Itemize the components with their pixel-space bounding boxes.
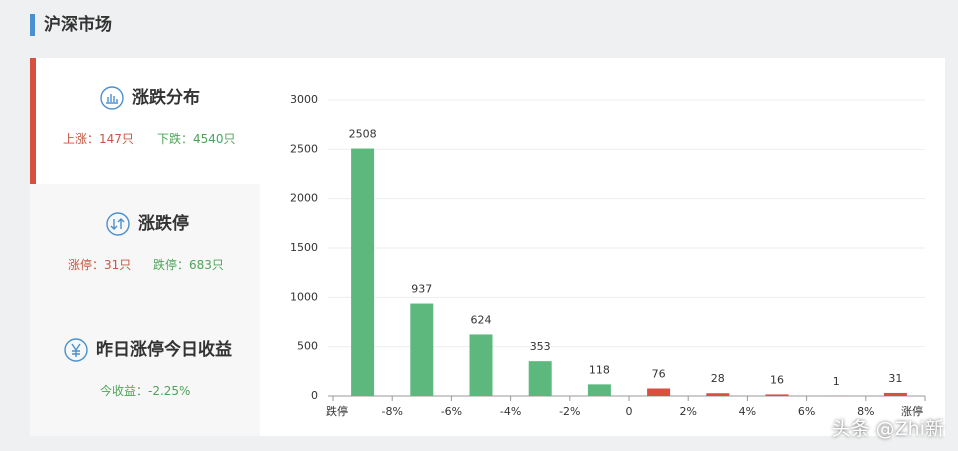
tab-stat: 跌停：683只 <box>153 258 224 272</box>
tab-title[interactable]: 涨跌停 <box>138 214 189 234</box>
x-tick-label: -4% <box>500 405 521 418</box>
bar <box>528 361 552 396</box>
bar <box>351 148 375 396</box>
icon-updown <box>106 212 130 236</box>
value-label: 353 <box>530 340 551 353</box>
tab-area <box>30 184 260 436</box>
tab-stat: 涨停：31只 <box>68 258 132 272</box>
x-tick-label: 涨停 <box>901 404 923 418</box>
value-label: 118 <box>589 363 610 376</box>
tab-title[interactable]: 昨日涨停今日收益 <box>96 340 232 360</box>
bar <box>587 384 611 396</box>
value-label: 1 <box>833 375 840 388</box>
watermark: 头条 @Zhi新 <box>831 418 944 440</box>
value-label: 31 <box>888 372 902 385</box>
value-label: 2508 <box>349 128 377 141</box>
y-tick-label: 3000 <box>290 93 318 106</box>
x-tick-label: 2% <box>679 405 696 418</box>
icon-yen <box>64 338 88 362</box>
bar <box>883 392 907 396</box>
y-tick-label: 1500 <box>290 241 318 254</box>
bar <box>706 393 730 396</box>
value-label: 28 <box>711 372 725 385</box>
y-tick-label: 500 <box>297 340 318 353</box>
x-tick-label: 6% <box>798 405 815 418</box>
value-label: 624 <box>471 313 492 326</box>
x-tick-label: 4% <box>739 405 756 418</box>
bar <box>469 334 493 396</box>
icon-chart <box>100 86 124 110</box>
y-tick-label: 2500 <box>290 142 318 155</box>
header-accent <box>30 14 35 36</box>
bar <box>647 388 671 396</box>
tab-title[interactable]: 涨跌分布 <box>132 88 200 108</box>
x-tick-label: -2% <box>559 405 580 418</box>
y-tick-label: 0 <box>311 389 318 402</box>
value-label: 76 <box>652 368 666 381</box>
bar <box>410 303 434 396</box>
x-tick-label: 0 <box>626 405 633 418</box>
tab-active[interactable] <box>30 58 260 184</box>
tab-stat: 今收益：-2.25% <box>100 384 191 398</box>
header-title: 沪深市场 <box>44 15 112 35</box>
value-label: 16 <box>770 373 784 386</box>
tab-stat: 下跌：4540只 <box>157 132 236 146</box>
y-tick-label: 2000 <box>290 192 318 205</box>
x-tick-label: 8% <box>857 405 874 418</box>
x-tick-label: -8% <box>381 405 402 418</box>
x-tick-label: 跌停 <box>326 404 348 418</box>
x-tick-label: -6% <box>441 405 462 418</box>
value-label: 937 <box>411 283 432 296</box>
bar <box>765 394 789 396</box>
y-tick-label: 1000 <box>290 290 318 303</box>
tab-stat: 上涨：147只 <box>63 132 134 146</box>
